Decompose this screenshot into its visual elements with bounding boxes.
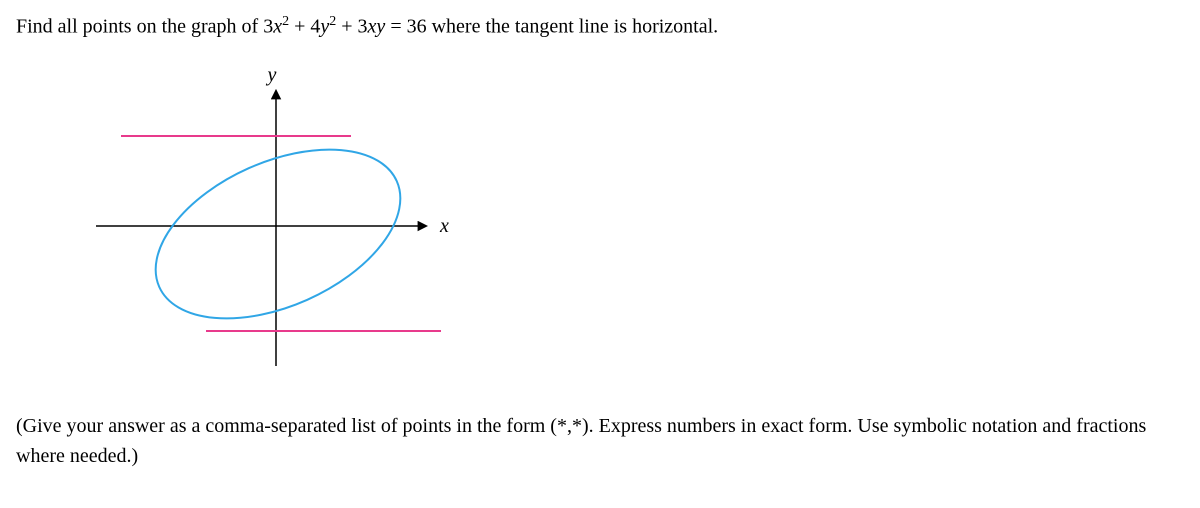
- diagram-container: xy: [66, 61, 1184, 381]
- question-prefix: Find all points on the graph of: [16, 16, 263, 38]
- svg-text:y: y: [266, 64, 277, 86]
- eq-coef1: 3: [263, 16, 273, 38]
- instruction-text: (Give your answer as a comma-separated l…: [16, 411, 1184, 471]
- eq-plus2: + 3: [336, 16, 367, 38]
- eq-plus1: + 4: [289, 16, 320, 38]
- eq-x1: x: [273, 16, 282, 38]
- question-suffix: where the tangent line is horizontal.: [427, 16, 719, 38]
- question-text: Find all points on the graph of 3x2 + 4y…: [16, 12, 1184, 41]
- ellipse-diagram: xy: [66, 61, 466, 381]
- svg-text:x: x: [439, 215, 449, 237]
- eq-eq: = 36: [385, 16, 426, 38]
- eq-xy: xy: [368, 16, 386, 38]
- eq-y1: y: [320, 16, 329, 38]
